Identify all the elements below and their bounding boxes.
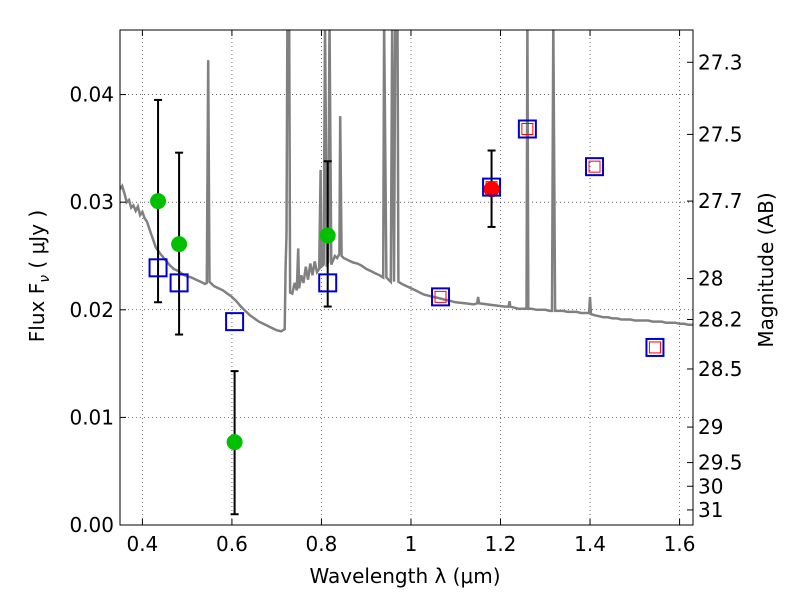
x-tick-label: 1.2: [485, 532, 517, 556]
right-tick-label: 29.5: [698, 451, 743, 475]
x-tick-label: 0.6: [216, 532, 248, 556]
model-flux-inner-square: [485, 181, 498, 194]
model-flux-square: [645, 337, 665, 357]
model-flux-square: [585, 157, 605, 177]
right-tick-label: 27.3: [698, 50, 743, 74]
sed-model-line: [120, 30, 693, 333]
x-tick-label: 1.4: [574, 532, 606, 556]
model-flux-square: [148, 258, 168, 278]
right-tick-label: 29: [698, 415, 723, 439]
observed-flux-point: [150, 193, 167, 210]
y-tick-label: 0.04: [69, 83, 114, 107]
right-tick-label: 27.7: [698, 189, 743, 213]
model-flux-square: [482, 177, 502, 197]
x-tick-label: 1: [405, 532, 418, 556]
x-tick-label: 0.8: [306, 532, 338, 556]
right-tick-label: 27.5: [698, 122, 743, 146]
right-tick-label: 30: [698, 474, 723, 498]
right-tick-label: 28.2: [698, 307, 743, 331]
model-flux-inner-square: [588, 160, 601, 173]
observed-flux-point: [319, 227, 336, 244]
ticks: 0.4 0.6 0.8 1 1.2 1.4 1.6 0.00 0.01 0.02 0.03 0.04 2…: [69, 30, 743, 556]
x-tick-label: 0.4: [126, 532, 158, 556]
x-tick-label: 1.6: [664, 532, 696, 556]
model-flux-square: [517, 119, 537, 139]
model-flux-inner-square: [648, 341, 661, 354]
x-axis-title: Wavelength λ (μm): [309, 564, 500, 588]
model-flux-square: [431, 287, 451, 307]
svg-text:Flux Fν ( μJy ): Flux Fν ( μJy ): [25, 210, 53, 342]
y-tick-label: 0.03: [69, 190, 114, 214]
observed-flux-point: [171, 236, 188, 253]
axes-frame: [119, 29, 694, 526]
observed-flux-point-red: [483, 181, 500, 198]
model-flux-square: [169, 273, 189, 293]
y-axis-title-main: Flux F: [25, 283, 49, 342]
y-tick-label: 0.02: [69, 298, 114, 322]
model-flux-square: [318, 273, 338, 293]
right-axis-title: Magnitude (AB): [754, 192, 778, 347]
model-flux-square: [225, 312, 245, 332]
plot-clipped-group: [120, 30, 693, 516]
observed-flux-point: [226, 434, 243, 451]
model-flux-inner-square: [521, 123, 534, 135]
right-tick-label: 31: [698, 498, 723, 522]
y-tick-label: 0.01: [69, 405, 114, 429]
right-tick-label: 28: [698, 267, 723, 291]
y-axis-title-unit: ( μJy ): [25, 210, 49, 275]
y-tick-label: 0.00: [69, 513, 114, 537]
right-tick-label: 28.5: [698, 357, 743, 381]
y-axis-title-subscript: ν: [37, 275, 53, 283]
y-axis-title: Flux Fν ( μJy ): [25, 210, 53, 342]
plot-area: [120, 30, 693, 516]
model-flux-inner-square: [434, 290, 447, 303]
